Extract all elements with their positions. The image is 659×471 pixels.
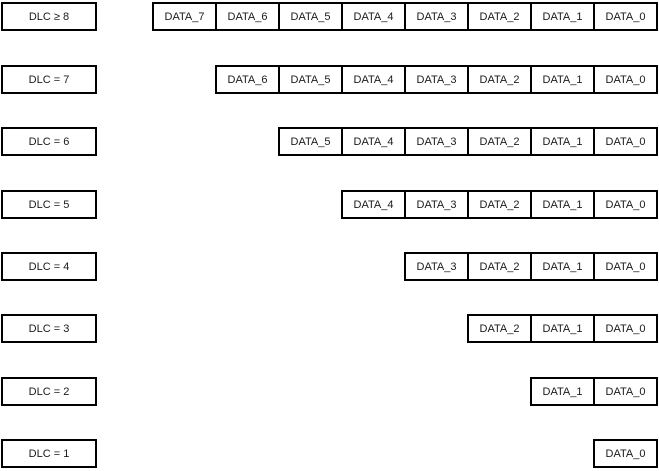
data-byte-cell: DATA_2: [467, 314, 532, 343]
data-byte-cell: DATA_0: [593, 252, 658, 281]
byte-row-dlc3: DATA_2 DATA_1 DATA_0: [467, 314, 658, 343]
data-byte-cell: DATA_1: [530, 377, 595, 406]
data-byte-cell: DATA_3: [404, 2, 469, 31]
dlc-box-3: DLC = 3: [1, 314, 97, 343]
data-byte-cell: DATA_1: [530, 127, 595, 156]
dlc-box-5: DLC = 5: [1, 190, 97, 219]
data-byte-cell: DATA_3: [404, 127, 469, 156]
data-byte-cell: DATA_2: [467, 2, 532, 31]
data-byte-cell: DATA_1: [530, 252, 595, 281]
data-byte-cell: DATA_1: [530, 65, 595, 94]
data-byte-cell: DATA_3: [404, 252, 469, 281]
data-byte-cell: DATA_0: [593, 65, 658, 94]
data-byte-cell: DATA_2: [467, 65, 532, 94]
dlc-box-4: DLC = 4: [1, 252, 97, 281]
data-byte-cell: DATA_5: [278, 127, 343, 156]
data-byte-cell: DATA_0: [593, 190, 658, 219]
data-byte-cell: DATA_3: [404, 65, 469, 94]
data-byte-cell: DATA_2: [467, 190, 532, 219]
dlc-box-2: DLC = 2: [1, 377, 97, 406]
data-byte-cell: DATA_4: [341, 127, 406, 156]
data-byte-cell: DATA_6: [215, 2, 280, 31]
data-byte-cell: DATA_5: [278, 65, 343, 94]
data-byte-cell: DATA_0: [593, 127, 658, 156]
byte-row-dlc7: DATA_6 DATA_5 DATA_4 DATA_3 DATA_2 DATA_…: [215, 65, 658, 94]
byte-row-dlc8: DATA_7 DATA_6 DATA_5 DATA_4 DATA_3 DATA_…: [152, 2, 658, 31]
data-byte-cell: DATA_4: [341, 2, 406, 31]
data-byte-cell: DATA_1: [530, 190, 595, 219]
data-byte-cell: DATA_2: [467, 127, 532, 156]
data-byte-cell: DATA_1: [530, 314, 595, 343]
data-byte-cell: DATA_3: [404, 190, 469, 219]
data-byte-cell: DATA_7: [152, 2, 217, 31]
dlc-box-7: DLC = 7: [1, 65, 97, 94]
data-byte-cell: DATA_2: [467, 252, 532, 281]
dlc-box-8: DLC ≥ 8: [1, 2, 97, 31]
data-byte-cell: DATA_0: [593, 2, 658, 31]
data-byte-cell: DATA_4: [341, 65, 406, 94]
data-byte-cell: DATA_0: [593, 439, 658, 468]
data-byte-cell: DATA_4: [341, 190, 406, 219]
byte-row-dlc4: DATA_3 DATA_2 DATA_1 DATA_0: [404, 252, 658, 281]
data-byte-cell: DATA_6: [215, 65, 280, 94]
byte-row-dlc1: DATA_0: [593, 439, 658, 468]
data-byte-cell: DATA_1: [530, 2, 595, 31]
data-byte-cell: DATA_0: [593, 314, 658, 343]
byte-row-dlc2: DATA_1 DATA_0: [530, 377, 658, 406]
byte-row-dlc5: DATA_4 DATA_3 DATA_2 DATA_1 DATA_0: [341, 190, 658, 219]
data-byte-cell: DATA_5: [278, 2, 343, 31]
data-byte-cell: DATA_0: [593, 377, 658, 406]
byte-row-dlc6: DATA_5 DATA_4 DATA_3 DATA_2 DATA_1 DATA_…: [278, 127, 658, 156]
dlc-box-6: DLC = 6: [1, 127, 97, 156]
dlc-box-1: DLC = 1: [1, 439, 97, 468]
